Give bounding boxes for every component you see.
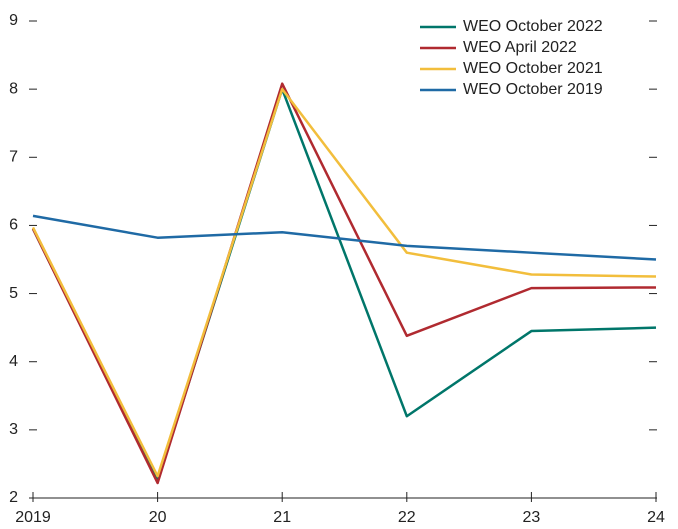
y-tick-label: 7 bbox=[9, 149, 18, 166]
x-tick-label: 21 bbox=[273, 509, 291, 526]
y-tick-label: 2 bbox=[9, 489, 18, 506]
legend-label: WEO October 2019 bbox=[463, 81, 603, 98]
x-tick-label: 2019 bbox=[15, 509, 51, 526]
legend-label: WEO October 2022 bbox=[463, 18, 603, 35]
y-tick-label: 5 bbox=[9, 285, 18, 302]
series-line bbox=[31, 87, 657, 478]
y-tick-label: 9 bbox=[9, 12, 18, 29]
y-tick-label: 6 bbox=[9, 217, 18, 234]
y-tick-label: 8 bbox=[9, 80, 18, 97]
series-line bbox=[32, 214, 657, 261]
x-tick-label: 23 bbox=[523, 509, 541, 526]
x-tick-label: 20 bbox=[149, 509, 167, 526]
x-tick-label: 24 bbox=[647, 509, 665, 526]
series-line bbox=[31, 82, 657, 485]
x-tick-label: 22 bbox=[398, 509, 416, 526]
y-tick-label: 3 bbox=[9, 421, 18, 438]
y-tick-label: 4 bbox=[9, 353, 18, 370]
legend-label: WEO April 2022 bbox=[463, 39, 577, 56]
legend-label: WEO October 2021 bbox=[463, 60, 603, 77]
